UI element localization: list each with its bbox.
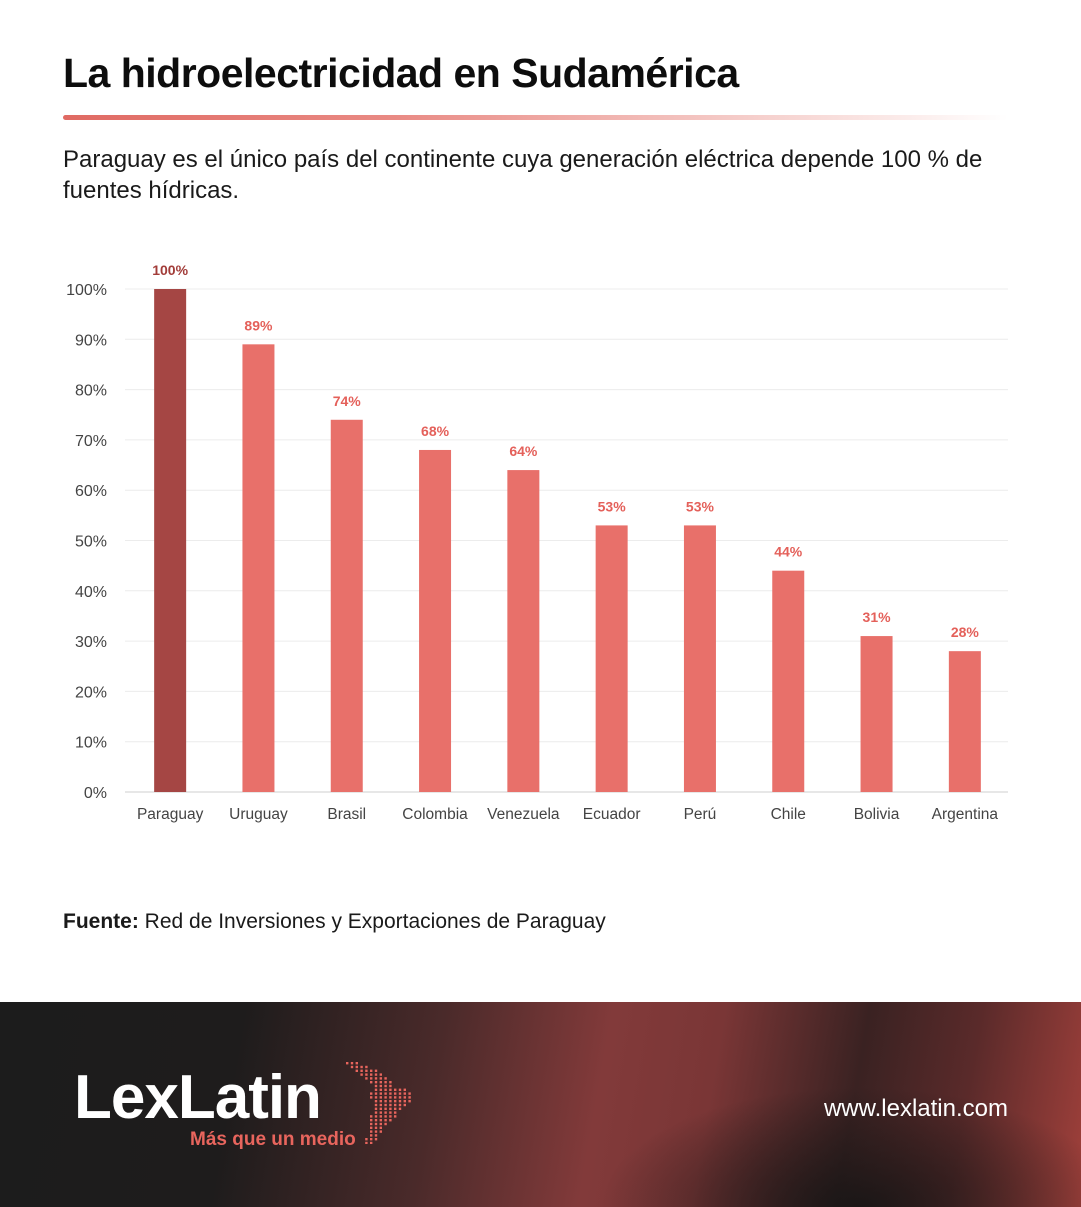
x-tick-label-paraguay: Paraguay: [137, 806, 204, 823]
x-tick-label-chile: Chile: [771, 806, 806, 823]
value-label-colombia: 68%: [421, 423, 450, 439]
x-tick-label-peru: Perú: [684, 806, 717, 823]
bar-peru: [683, 525, 716, 792]
value-label-ecuador: 53%: [598, 498, 627, 514]
brand-logo[interactable]: LexLatin: [74, 1063, 322, 1132]
y-tick-label-70: 70%: [75, 433, 107, 450]
source-label: Fuente:: [63, 910, 139, 933]
value-label-paraguay: 100%: [152, 262, 188, 278]
chart-title: La hidroelectricidad en Sudamérica: [63, 50, 739, 96]
y-tick-label-90: 90%: [75, 332, 107, 349]
x-tick-label-bolivia: Bolivia: [854, 806, 900, 823]
bar-chile: [772, 570, 805, 792]
source-text: Red de Inversiones y Exportaciones de Pa…: [144, 910, 606, 933]
footer-banner: LexLatin Más que un medio www.lexlatin.c…: [0, 1002, 1081, 1207]
value-label-brasil: 74%: [333, 393, 362, 409]
value-label-venezuela: 64%: [509, 443, 538, 459]
y-tick-label-60: 60%: [75, 483, 107, 500]
value-label-bolivia: 31%: [863, 609, 892, 625]
x-tick-label-argentina: Argentina: [932, 806, 999, 823]
bar-ecuador: [595, 525, 628, 792]
y-tick-label-20: 20%: [75, 684, 107, 701]
bar-colombia: [419, 449, 452, 792]
y-tick-label-0: 0%: [84, 785, 107, 802]
y-tick-label-10: 10%: [75, 735, 107, 752]
y-tick-label-80: 80%: [75, 383, 107, 400]
value-label-uruguay: 89%: [244, 317, 273, 333]
source-note: Fuente: Red de Inversiones y Exportacion…: [63, 910, 606, 934]
y-tick-label-40: 40%: [75, 584, 107, 601]
x-tick-label-uruguay: Uruguay: [229, 806, 288, 823]
y-tick-label-100: 100%: [66, 282, 107, 299]
value-label-peru: 53%: [686, 498, 715, 514]
bar-brasil: [330, 419, 363, 792]
x-tick-label-venezuela: Venezuela: [487, 806, 560, 823]
brand-tagline: Más que un medio: [190, 1129, 356, 1150]
value-label-argentina: 28%: [951, 624, 980, 640]
chart-subtitle: Paraguay es el único país del continente…: [63, 146, 983, 204]
x-tick-label-colombia: Colombia: [402, 806, 468, 823]
title-divider: [63, 115, 1008, 120]
bar-bolivia: [860, 636, 893, 792]
y-tick-label-50: 50%: [75, 534, 107, 551]
website-link[interactable]: www.lexlatin.com: [823, 1095, 1008, 1122]
y-tick-label-30: 30%: [75, 634, 107, 651]
bar-uruguay: [242, 344, 275, 792]
bar-chart: 0% 10% 20% 30% 40% 50% 60% 70% 80% 90% 100% 100% Par…: [66, 262, 1008, 823]
bar-argentina: [948, 651, 981, 792]
latin-america-map-icon: [346, 1062, 411, 1144]
bar-paraguay: [154, 289, 187, 792]
value-label-chile: 44%: [774, 544, 803, 560]
bar-venezuela: [507, 470, 540, 792]
x-tick-label-brasil: Brasil: [327, 806, 366, 823]
x-tick-label-ecuador: Ecuador: [583, 806, 641, 823]
